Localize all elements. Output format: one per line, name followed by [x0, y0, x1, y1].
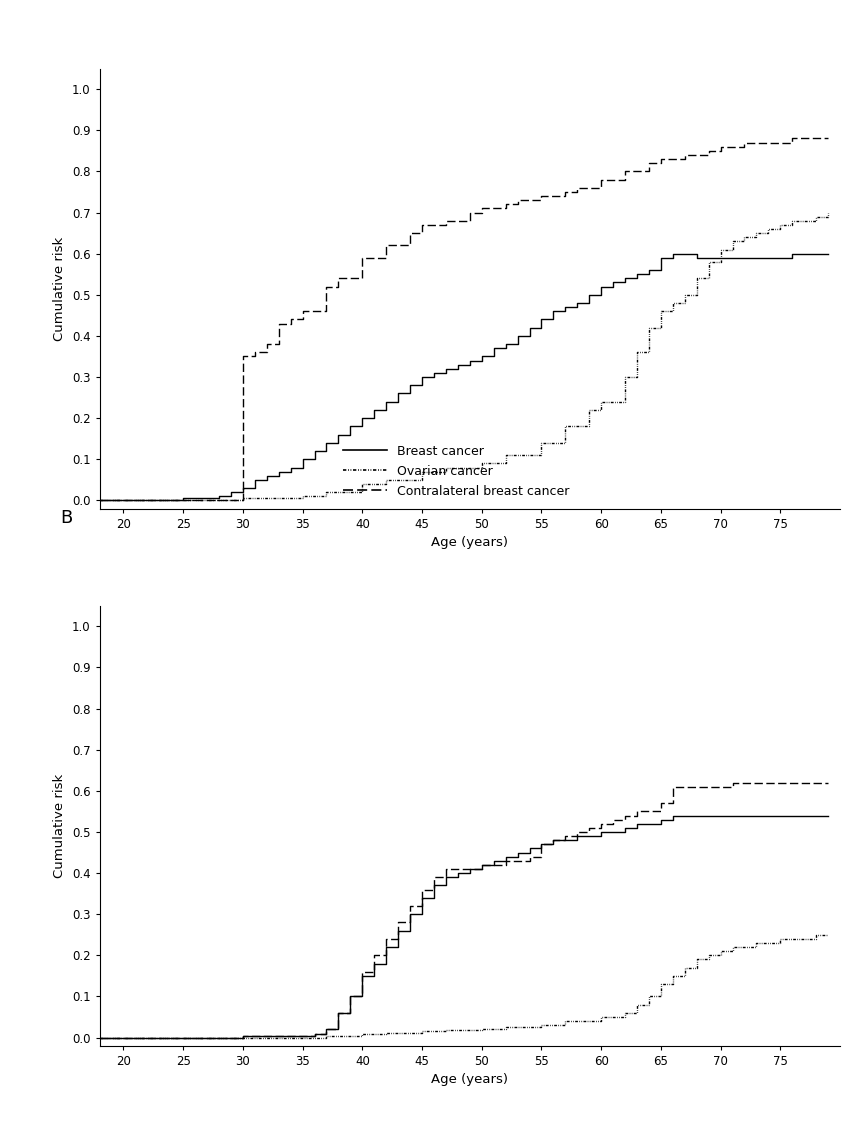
X-axis label: Age (years): Age (years) [431, 536, 508, 550]
Y-axis label: Cumulative risk: Cumulative risk [54, 237, 67, 341]
Text: Medscape: Medscape [13, 1118, 83, 1130]
Y-axis label: Cumulative risk: Cumulative risk [54, 774, 67, 878]
Text: Source: J Natl Cancer Inst © 2013 Oxford University Press: Source: J Natl Cancer Inst © 2013 Oxford… [552, 1119, 853, 1129]
Text: B: B [61, 509, 73, 527]
Legend: Breast cancer, Ovarian cancer, Contralateral breast cancer: Breast cancer, Ovarian cancer, Contralat… [343, 445, 569, 497]
X-axis label: Age (years): Age (years) [431, 1073, 508, 1087]
